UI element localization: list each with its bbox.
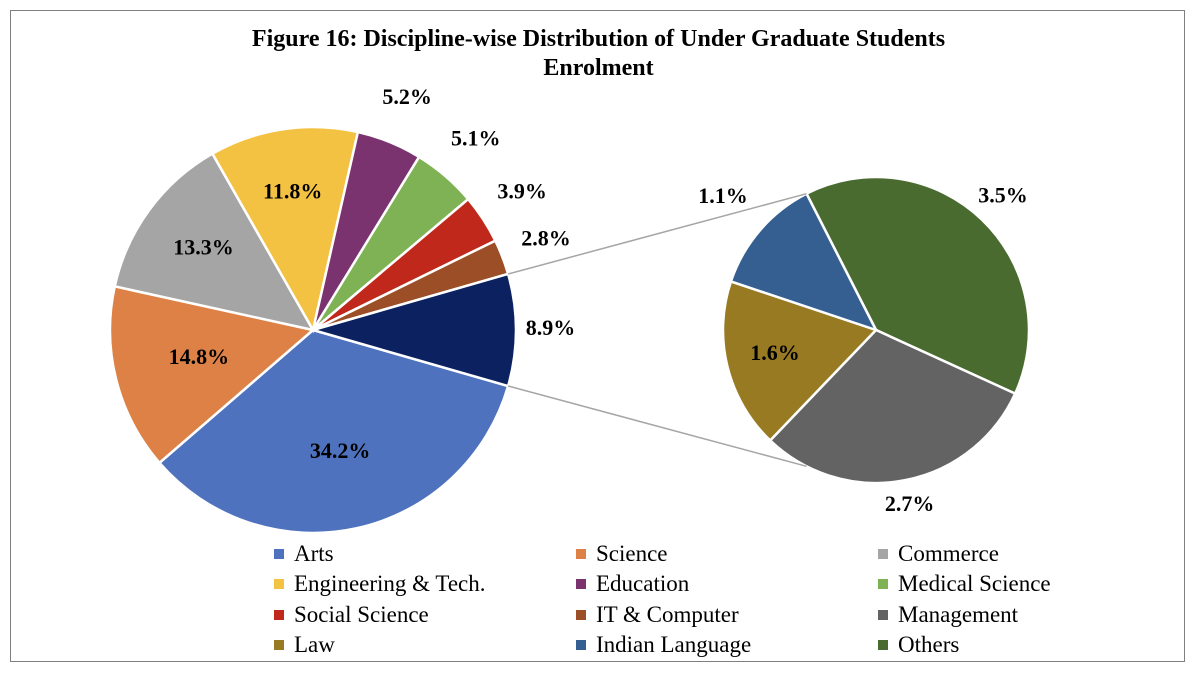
data-label-arts: 34.2% — [310, 438, 371, 463]
secondary-label-indian-language: 1.1% — [698, 183, 748, 208]
pie-slice-commerce — [113, 151, 316, 332]
data-label-education: 5.2% — [382, 84, 432, 109]
connector-line-bottom — [507, 385, 807, 468]
pie-slice-other-grouped — [308, 272, 518, 388]
connector-line-top — [507, 192, 807, 275]
data-label-other-grouped: 8.9% — [526, 315, 576, 340]
secondary-label-law: 1.6% — [750, 340, 800, 365]
secondary-slice-others — [804, 175, 1031, 396]
chart-title-line1: Figure 16: Discipline-wise Distribution … — [251, 26, 946, 52]
data-label-science: 14.8% — [169, 344, 230, 369]
data-label-social-science: 3.9% — [497, 179, 547, 204]
secondary-label-others: 3.5% — [978, 183, 1028, 208]
data-label-medical-science: 5.1% — [451, 126, 501, 151]
pie-slice-arts — [157, 328, 510, 535]
pie-slice-engineering-and-tech — [210, 125, 360, 334]
secondary-slice-law — [721, 279, 879, 443]
data-label-engineering-and-tech: 11.8% — [263, 179, 322, 204]
data-label-commerce: 13.3% — [173, 234, 234, 259]
data-label-it-and-computer: 2.8% — [521, 225, 571, 250]
chart-title: Figure 16: Discipline-wise Distribution … — [11, 25, 1186, 83]
pie-slice-science — [108, 284, 316, 465]
chart-title-line2: Enrolment — [543, 55, 654, 81]
secondary-slice-management — [768, 328, 1017, 485]
secondary-label-management: 2.7% — [885, 491, 935, 516]
secondary-slice-indian-language — [729, 191, 879, 333]
